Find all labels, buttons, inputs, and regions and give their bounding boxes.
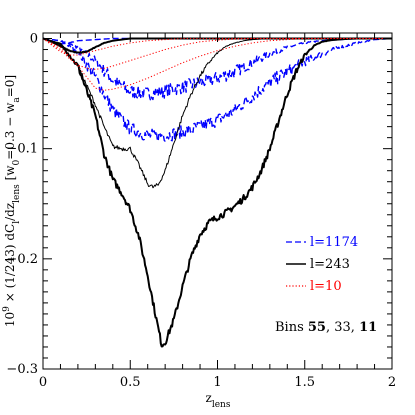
series-line-l-10-bin-33 <box>42 38 392 70</box>
y-axis-label: 109 × (1/243) dCl/dzlens [w0=0.3 − wa=0] <box>2 75 22 327</box>
legend-label: l=1174 <box>310 235 358 250</box>
y-tick-label: 0 <box>30 32 38 47</box>
legend: l=1174 l=243 l=10 <box>286 235 358 294</box>
y-tick-label: −0.1 <box>6 142 38 157</box>
y-tick-label: −0.2 <box>6 252 38 267</box>
plot-frame <box>42 32 393 370</box>
series-line-l-1174-bin-33 <box>42 37 393 142</box>
y-tick-label: −0.3 <box>6 362 38 377</box>
x-tick-label: 0.5 <box>120 375 141 390</box>
x-tick-label: 1 <box>213 375 221 390</box>
legend-label: l=243 <box>310 257 350 272</box>
x-tick-label: 0 <box>39 375 47 390</box>
series-line-l-243-bin-55 <box>42 37 393 348</box>
series-layer <box>42 37 393 348</box>
x-axis-label: zlens <box>206 391 231 410</box>
bins-annotation: Bins 55, 33, 11 <box>275 320 377 335</box>
x-tick-label: 2 <box>388 375 396 390</box>
x-tick-label: 1.5 <box>294 375 315 390</box>
legend-label: l=10 <box>310 279 342 294</box>
